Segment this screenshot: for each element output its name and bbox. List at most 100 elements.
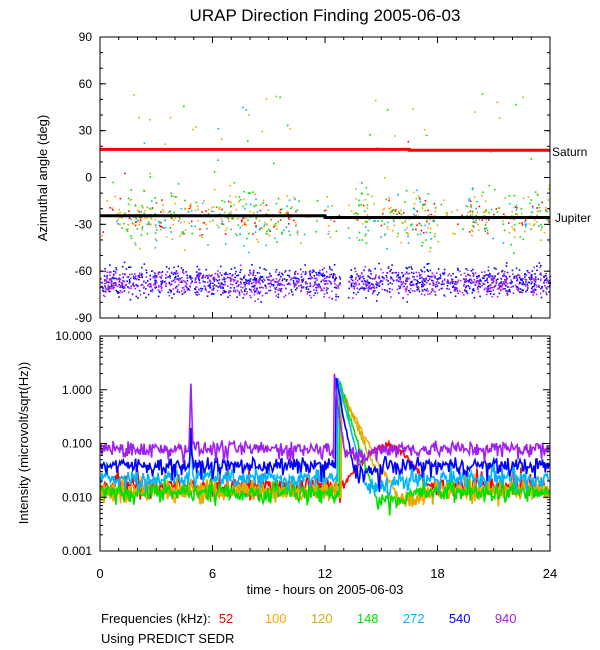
- data-point: [547, 218, 550, 221]
- data-point: [134, 277, 137, 280]
- data-point: [198, 276, 200, 278]
- data-point: [484, 280, 486, 282]
- data-point: [454, 287, 457, 290]
- data-point: [145, 269, 148, 272]
- data-point: [204, 276, 206, 279]
- data-point: [196, 274, 198, 277]
- data-point: [212, 289, 215, 291]
- data-point: [508, 232, 511, 234]
- data-point: [305, 272, 307, 275]
- data-point: [453, 280, 455, 283]
- data-point: [177, 265, 179, 268]
- data-point: [107, 284, 109, 287]
- data-point: [313, 270, 315, 273]
- data-point: [386, 289, 388, 292]
- data-point: [114, 271, 117, 273]
- data-point: [217, 282, 220, 284]
- data-point: [258, 228, 261, 231]
- data-point: [174, 275, 177, 278]
- data-point: [276, 241, 278, 243]
- data-point: [120, 282, 123, 284]
- data-point: [324, 280, 327, 282]
- data-point: [536, 269, 538, 272]
- data-point: [245, 224, 247, 226]
- data-point: [190, 278, 192, 280]
- data-point: [517, 288, 519, 291]
- data-point: [426, 220, 428, 223]
- data-point: [352, 279, 354, 282]
- data-point: [369, 270, 372, 272]
- data-point: [527, 271, 529, 274]
- data-point: [498, 292, 501, 295]
- data-point: [465, 204, 468, 207]
- data-point: [238, 200, 240, 203]
- data-point: [196, 291, 199, 294]
- data-point: [377, 284, 380, 287]
- data-point: [114, 195, 116, 198]
- data-point: [239, 226, 241, 229]
- data-point: [429, 231, 432, 234]
- data-point: [505, 262, 508, 264]
- data-point: [496, 101, 498, 104]
- data-point: [423, 288, 426, 291]
- y-tick-label: -30: [75, 217, 93, 231]
- data-point: [375, 300, 378, 302]
- data-point: [298, 285, 300, 287]
- data-point: [165, 273, 167, 276]
- data-point: [545, 279, 547, 281]
- data-point: [150, 218, 153, 220]
- data-point: [418, 222, 421, 225]
- data-point: [139, 216, 141, 219]
- data-point: [183, 208, 186, 211]
- data-point: [272, 278, 275, 281]
- data-point: [209, 286, 211, 289]
- data-point: [154, 213, 156, 215]
- data-point: [432, 281, 434, 284]
- data-point: [439, 275, 442, 277]
- data-point: [252, 233, 254, 235]
- data-point: [417, 288, 420, 291]
- data-point: [423, 280, 425, 282]
- data-point: [422, 284, 425, 286]
- data-point: [486, 286, 489, 288]
- data-point: [225, 291, 227, 293]
- data-point: [361, 182, 363, 184]
- data-point: [533, 223, 536, 225]
- data-point: [103, 290, 106, 293]
- data-point: [247, 251, 250, 254]
- data-point: [132, 282, 135, 285]
- data-point: [271, 279, 274, 281]
- data-point: [169, 284, 172, 286]
- data-point: [478, 280, 481, 282]
- data-point: [205, 289, 207, 292]
- data-point: [182, 286, 185, 289]
- data-point: [115, 284, 117, 287]
- data-point: [493, 267, 496, 269]
- data-point: [207, 213, 210, 215]
- data-point: [222, 289, 225, 292]
- data-point: [164, 143, 166, 145]
- data-point: [358, 283, 360, 286]
- data-point: [504, 270, 506, 273]
- data-point: [400, 241, 402, 244]
- data-point: [248, 288, 251, 291]
- data-point: [403, 285, 406, 288]
- data-point: [367, 193, 369, 196]
- data-point: [436, 283, 438, 285]
- data-point: [213, 278, 215, 281]
- data-point: [473, 273, 475, 275]
- data-point: [254, 289, 256, 292]
- data-point: [229, 290, 231, 292]
- data-point: [227, 296, 229, 298]
- data-point: [224, 273, 226, 275]
- data-point: [225, 273, 228, 276]
- data-point: [216, 224, 218, 227]
- data-point: [309, 282, 311, 285]
- data-point: [222, 283, 225, 286]
- data-point: [309, 273, 311, 275]
- data-point: [238, 284, 240, 286]
- data-point: [213, 284, 216, 286]
- data-point: [372, 290, 375, 292]
- data-point: [413, 276, 415, 278]
- data-point: [299, 268, 302, 271]
